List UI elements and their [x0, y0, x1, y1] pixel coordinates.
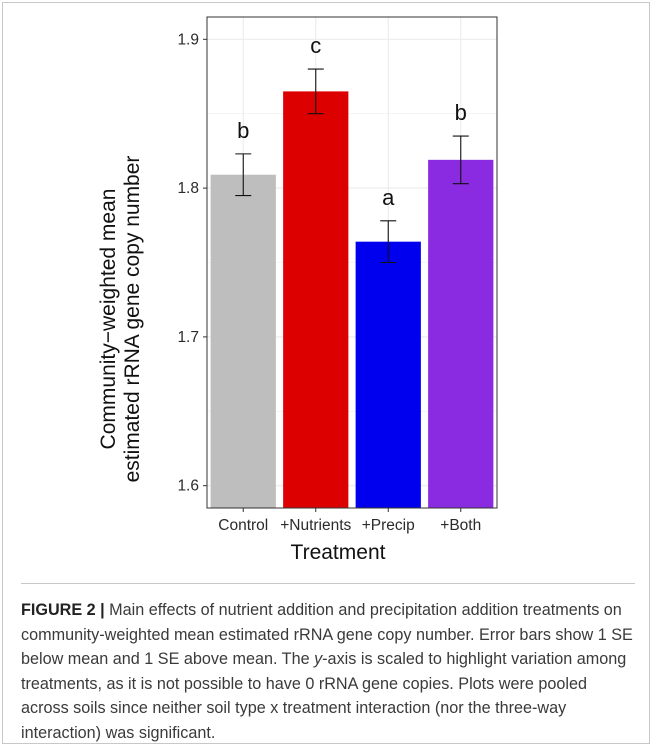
y-tick-label: 1.6 [177, 478, 199, 495]
bar-chart: b c a b 1.6 1.7 1.8 1.9 Control +Nutrients +Preci… [97, 16, 498, 564]
bar-control [210, 174, 276, 508]
x-tick-label: +Nutrients [280, 517, 351, 534]
axes: 1.6 1.7 1.8 1.9 Control +Nutrients +Precip +Bot… [177, 16, 498, 534]
significance-letter: c [310, 33, 321, 58]
significance-letter: b [455, 100, 467, 125]
significance-letters: b c a b [237, 33, 467, 210]
y-axis-title: Community−weighted mean estimated rRNA g… [97, 156, 144, 483]
caption-divider [21, 583, 635, 584]
x-tick-label: +Both [440, 517, 481, 534]
y-tick-label: 1.9 [177, 31, 199, 48]
x-tick-label: +Precip [362, 517, 415, 534]
bar-both [428, 159, 494, 508]
error-bars [235, 68, 469, 264]
bars [210, 91, 494, 509]
bar-nutrients [283, 91, 349, 509]
caption-text-1: Main effects of nutrient addition and pr… [21, 601, 633, 668]
significance-letter: b [237, 118, 249, 143]
error-bar [307, 68, 324, 115]
bar-precip [355, 241, 421, 509]
y-tick-label: 1.7 [177, 329, 199, 346]
error-bar [452, 135, 469, 185]
caption-label: FIGURE 2 | [21, 601, 105, 619]
x-tick-label: Control [218, 517, 268, 534]
caption-axis-letter: y [314, 650, 323, 668]
plot-border [206, 16, 498, 509]
caption-text-2: -axis is scaled to highlight variation a… [21, 650, 627, 742]
error-bar [380, 220, 397, 264]
y-axis-title-line-1: Community−weighted mean [97, 189, 120, 450]
y-axis-title-line-2: estimated rRNA gene copy number [121, 156, 144, 483]
error-bar [235, 153, 252, 197]
x-axis-title: Treatment [291, 541, 386, 564]
figure-caption: FIGURE 2 | Main effects of nutrient addi… [21, 598, 639, 745]
significance-letter: a [382, 185, 395, 210]
y-tick-label: 1.8 [177, 180, 199, 197]
